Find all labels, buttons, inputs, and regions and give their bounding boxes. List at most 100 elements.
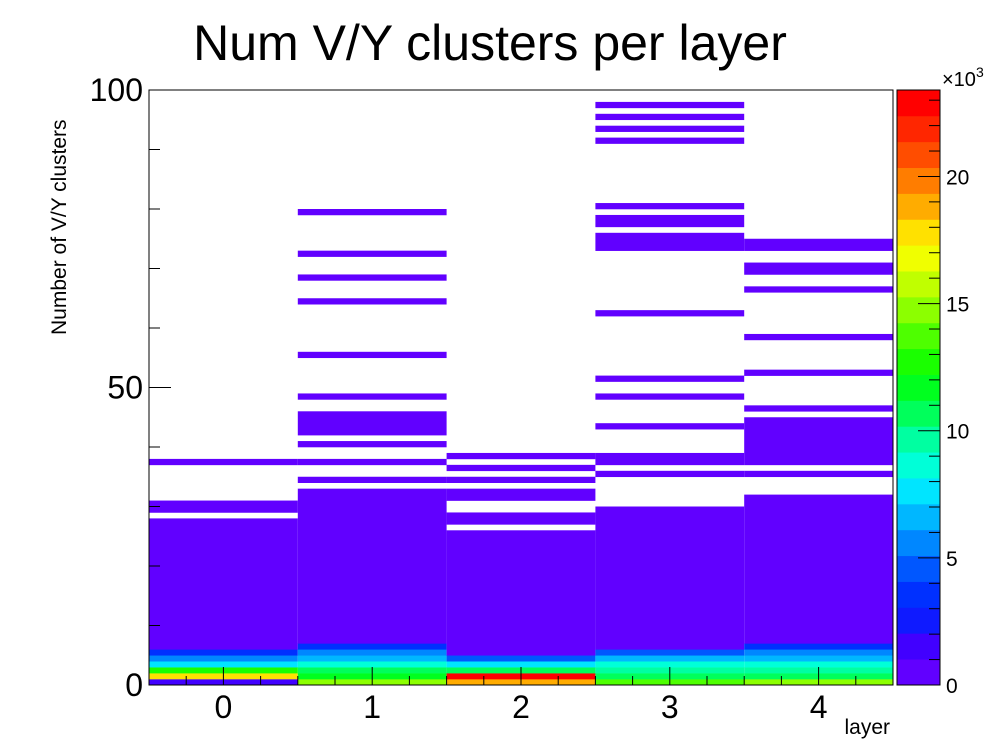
heatmap-cell [446,488,596,501]
y-tick-label: 50 [107,370,143,406]
colorbar-swatch [897,90,940,117]
y-tick-label: 100 [90,72,143,108]
colorbar-swatch [897,115,940,143]
heatmap-cell [595,214,745,228]
heatmap-cell [297,488,447,644]
colorbar-swatch [897,659,940,686]
x-tick-label: 0 [215,689,233,725]
colorbar-swatch [897,503,940,531]
y-axis-title: Number of V/Y clusters [48,119,71,335]
colorbar-swatch [897,581,940,608]
colorbar [897,90,940,686]
heatmap-cell [297,649,447,656]
colorbar-tick-label: 5 [946,548,958,571]
x-tick-label: 1 [363,689,381,725]
colorbar-swatch [897,296,940,324]
heatmap-cell [595,375,745,382]
heatmap-cell [297,411,447,436]
x-axis-title: layer [844,716,890,739]
heatmap-cell [149,649,298,656]
colorbar-exponent-base: ×10 [942,69,976,91]
heatmap-cell [595,506,745,650]
heatmap-cell [149,518,298,650]
colorbar-exponent: ×103 [942,64,984,91]
heatmap-cell [297,441,447,448]
heatmap-cell [744,643,893,650]
heatmap-cell [595,423,745,430]
heatmap-cell [297,458,447,466]
heatmap-cell [149,500,298,513]
heatmap-cell [297,476,447,483]
heatmap-cell [744,470,893,478]
heatmap-cell [744,661,893,668]
heatmap-cell [744,494,893,644]
colorbar-swatch [897,374,940,401]
heatmap-cell [744,262,893,275]
heatmap-cell [744,649,893,656]
colorbar-swatch [897,245,940,272]
heatmap-cell [446,661,596,668]
heatmap-cell [446,530,596,656]
colorbar-tick-label: 10 [946,421,969,444]
x-tick-label: 3 [661,689,679,725]
heatmap-cell [149,458,298,466]
colorbar-swatch [897,193,940,220]
colorbar-swatch [897,167,940,194]
heatmap-cell [595,125,745,132]
heatmap-cell [595,310,745,317]
colorbar-swatch [897,322,940,350]
heatmap-cell [446,512,596,525]
colorbar-swatch [897,633,940,660]
plot-cells [149,101,893,686]
heatmap-cell [446,464,596,472]
heatmap-cell [595,655,745,662]
heatmap-cell [744,417,893,466]
heatmap-cell [595,232,745,251]
heatmap-cell [149,655,298,662]
colorbar-swatch [897,271,940,298]
heatmap-cell [595,393,745,400]
colorbar-swatch [897,141,940,169]
heatmap-cell [744,369,893,376]
heatmap-cell [595,203,745,210]
heatmap-cell [595,649,745,656]
heatmap-cell [297,655,447,662]
colorbar-tick-label: 0 [946,675,958,698]
heatmap-cell [446,452,596,460]
heatmap-cell [297,643,447,650]
colorbar-swatch [897,478,940,505]
heatmap-cell [744,238,893,251]
heatmap-cell [297,393,447,400]
heatmap-cell [744,286,893,293]
x-tick-label: 4 [810,689,828,725]
x-tick-label: 2 [512,689,530,725]
heatmap-cell [595,101,745,109]
heatmap-cell [297,250,447,257]
heatmap-cell [297,351,447,359]
x-axis-ticks: 0 1 2 3 4 [148,667,894,725]
heatmap-cell [297,298,447,305]
colorbar-swatch [897,607,940,634]
heatmap-cell [297,209,447,216]
colorbar-swatch [897,529,940,557]
heatmap-cell [446,655,596,662]
colorbar-swatch [897,348,940,375]
colorbar-exponent-power: 3 [976,64,984,80]
heatmap-cell [744,333,893,341]
heatmap-cell [595,470,745,478]
colorbar-tick-label: 15 [946,294,969,317]
colorbar-swatch [897,555,940,582]
y-tick-label: 0 [125,667,143,703]
chart-title: Num V/Y clusters per layer [193,15,787,71]
colorbar-ticks: 0 5 10 15 20 [918,99,969,698]
heatmap-cell [595,661,745,668]
heatmap-cell [446,476,596,483]
heatmap-cell [744,405,893,412]
y-axis-ticks: 0 50 100 [90,72,171,703]
heatmap-cell [149,661,298,668]
heatmap-cell [744,655,893,662]
heatmap-cell [595,113,745,121]
colorbar-swatch [897,219,940,246]
heatmap-cell [297,274,447,281]
